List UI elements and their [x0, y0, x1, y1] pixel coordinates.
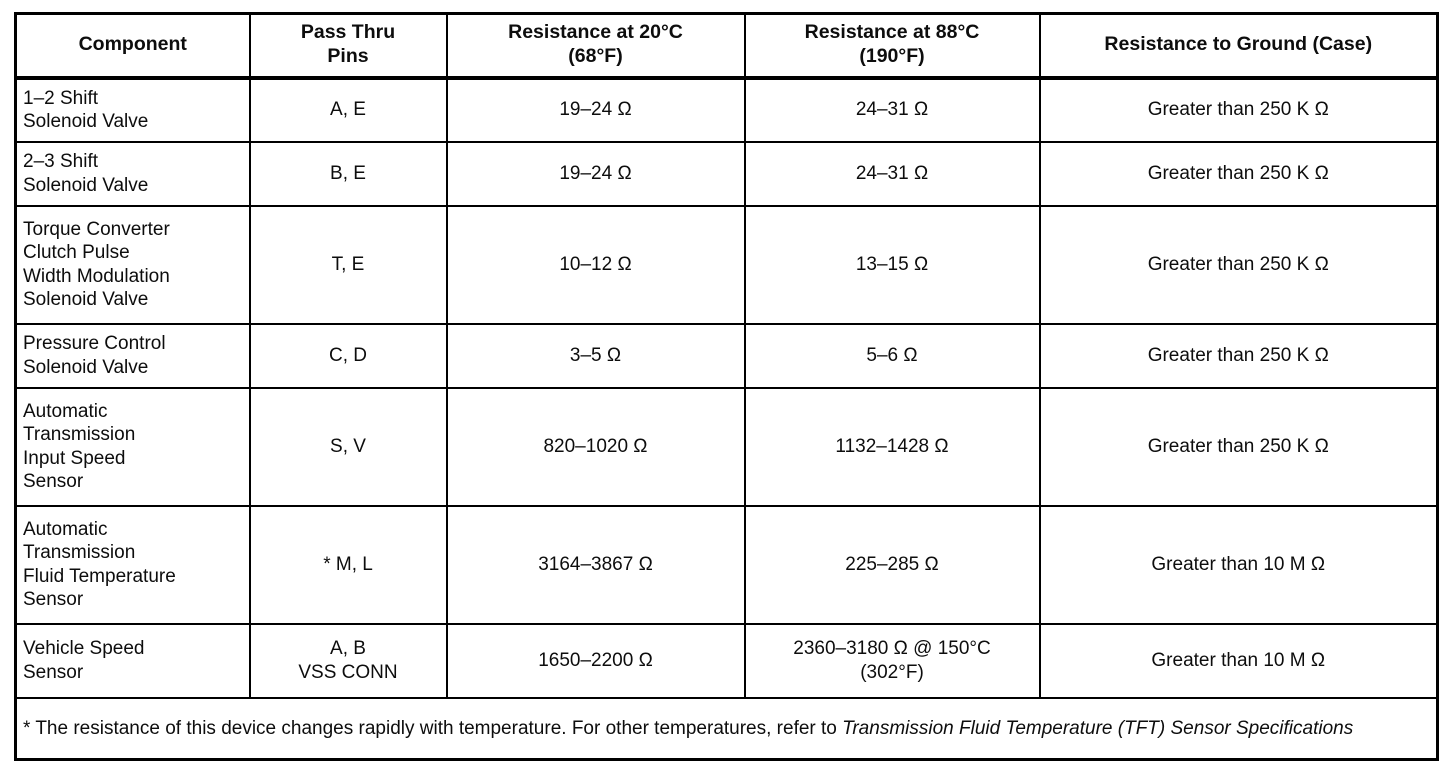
resistance-20c-cell: 3–5 Ω	[445, 322, 746, 389]
component-cell: Automatic Transmission Fluid Temperature…	[14, 504, 251, 625]
pins-cell: C, D	[248, 322, 448, 389]
pins-cell: T, E	[248, 204, 448, 325]
component-cell: Vehicle Speed Sensor	[14, 622, 251, 699]
resistance-20c-cell: 3164–3867 Ω	[445, 504, 746, 625]
component-cell: Automatic Transmission Input Speed Senso…	[14, 386, 251, 507]
resistance-88c-cell: 13–15 Ω	[743, 204, 1041, 325]
resistance-to-ground-cell: Greater than 10 M Ω	[1038, 622, 1439, 699]
table-row: Pressure Control Solenoid Valve C, D 3–5…	[14, 322, 1439, 389]
resistance-88c-cell: 5–6 Ω	[743, 322, 1041, 389]
footnote-row: * The resistance of this device changes …	[14, 696, 1439, 761]
header-component: Component	[14, 12, 251, 80]
resistance-to-ground-cell: Greater than 10 M Ω	[1038, 504, 1439, 625]
resistance-to-ground-cell: Greater than 250 K Ω	[1038, 140, 1439, 207]
table-row: Automatic Transmission Input Speed Senso…	[14, 386, 1439, 507]
footnote-reference: Transmission Fluid Temperature (TFT) Sen…	[842, 717, 1354, 739]
resistance-to-ground-cell: Greater than 250 K Ω	[1038, 204, 1439, 325]
resistance-88c-cell: 24–31 Ω	[743, 76, 1041, 143]
component-cell: 2–3 Shift Solenoid Valve	[14, 140, 251, 207]
resistance-88c-cell: 2360–3180 Ω @ 150°C (302°F)	[743, 622, 1041, 699]
resistance-20c-cell: 820–1020 Ω	[445, 386, 746, 507]
resistance-88c-cell: 1132–1428 Ω	[743, 386, 1041, 507]
pins-cell: B, E	[248, 140, 448, 207]
header-resistance-88c: Resistance at 88°C (190°F)	[743, 12, 1041, 80]
header-resistance-to-ground: Resistance to Ground (Case)	[1038, 12, 1439, 80]
table-row: Vehicle Speed Sensor A, B VSS CONN 1650–…	[14, 622, 1439, 699]
pins-cell: * M, L	[248, 504, 448, 625]
pins-cell: A, B VSS CONN	[248, 622, 448, 699]
resistance-20c-cell: 19–24 Ω	[445, 76, 746, 143]
header-row: Component Pass Thru Pins Resistance at 2…	[14, 12, 1439, 80]
resistance-spec-table: Component Pass Thru Pins Resistance at 2…	[14, 12, 1439, 761]
header-pass-thru-pins: Pass Thru Pins	[248, 12, 448, 80]
resistance-88c-cell: 225–285 Ω	[743, 504, 1041, 625]
component-cell: Pressure Control Solenoid Valve	[14, 322, 251, 389]
resistance-20c-cell: 1650–2200 Ω	[445, 622, 746, 699]
resistance-to-ground-cell: Greater than 250 K Ω	[1038, 322, 1439, 389]
header-resistance-20c: Resistance at 20°C (68°F)	[445, 12, 746, 80]
footnote-cell: * The resistance of this device changes …	[14, 696, 1439, 761]
resistance-20c-cell: 19–24 Ω	[445, 140, 746, 207]
component-cell: 1–2 Shift Solenoid Valve	[14, 76, 251, 143]
table-row: Automatic Transmission Fluid Temperature…	[14, 504, 1439, 625]
resistance-88c-cell: 24–31 Ω	[743, 140, 1041, 207]
table-row: 2–3 Shift Solenoid Valve B, E 19–24 Ω 24…	[14, 140, 1439, 207]
resistance-to-ground-cell: Greater than 250 K Ω	[1038, 386, 1439, 507]
footnote-text: * The resistance of this device changes …	[23, 717, 843, 739]
table-row: 1–2 Shift Solenoid Valve A, E 19–24 Ω 24…	[14, 76, 1439, 143]
pins-cell: S, V	[248, 386, 448, 507]
pins-cell: A, E	[248, 76, 448, 143]
resistance-20c-cell: 10–12 Ω	[445, 204, 746, 325]
resistance-to-ground-cell: Greater than 250 K Ω	[1038, 76, 1439, 143]
component-cell: Torque Converter Clutch Pulse Width Modu…	[14, 204, 251, 325]
table-row: Torque Converter Clutch Pulse Width Modu…	[14, 204, 1439, 325]
